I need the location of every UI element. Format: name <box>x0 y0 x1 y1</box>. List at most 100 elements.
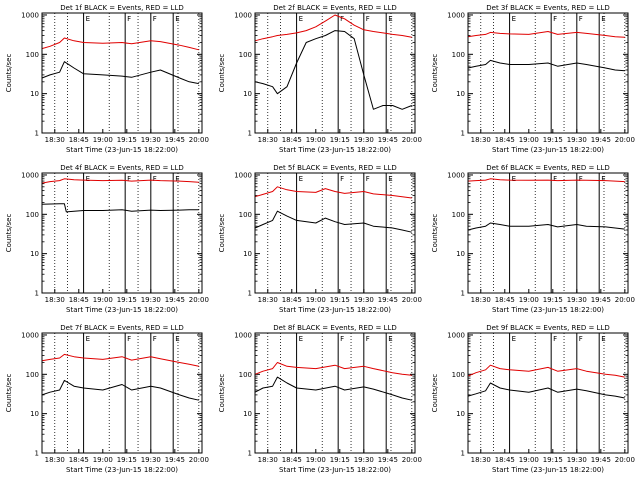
plot-frame <box>467 332 629 454</box>
x-tick-label: 18:30 <box>471 456 491 464</box>
y-tick-label: 1000 <box>234 11 252 19</box>
x-tick-label: 19:45 <box>165 456 185 464</box>
y-axis-label: Counts/sec <box>218 374 226 413</box>
x-axis-label: Start Time (23-Jun-15 18:22:00) <box>279 146 391 154</box>
y-tick-label: 10 <box>243 90 252 98</box>
x-tick-label: 20:00 <box>615 136 635 144</box>
x-tick-label: 18:30 <box>45 136 65 144</box>
x-tick-label: 19:15 <box>330 456 350 464</box>
y-axis-label: Counts/sec <box>218 214 226 253</box>
x-tick-label: 18:30 <box>45 296 65 304</box>
marker-label: E <box>512 15 516 23</box>
x-tick-label: 18:30 <box>471 136 491 144</box>
x-axis-label: Start Time (23-Jun-15 18:22:00) <box>66 306 178 314</box>
x-tick-label: 19:00 <box>93 456 113 464</box>
x-tick-label: 18:45 <box>282 296 302 304</box>
y-tick-label: 100 <box>26 371 39 379</box>
x-tick-label: 18:45 <box>282 136 302 144</box>
marker-label: F <box>579 335 583 343</box>
marker-label: F <box>340 175 344 183</box>
x-axis-label: Start Time (23-Jun-15 18:22:00) <box>492 146 604 154</box>
plot-frame <box>41 172 203 294</box>
x-tick-label: 19:30 <box>567 296 587 304</box>
y-tick-label: 100 <box>26 51 39 59</box>
x-tick-label: 20:00 <box>402 456 422 464</box>
events-series-line <box>467 59 625 72</box>
chart-title: Det 3f BLACK = Events, RED = LLD <box>486 4 609 12</box>
x-tick-label: 20:00 <box>402 296 422 304</box>
chart-panel-8: Det 8f BLACK = Events, RED = LLD Counts/s… <box>218 324 422 474</box>
lld-series-line <box>254 14 412 42</box>
events-series-line <box>254 30 412 110</box>
marker-label: E <box>86 335 90 343</box>
y-tick-label: 10 <box>30 250 39 258</box>
x-tick-label: 18:45 <box>69 136 89 144</box>
chart-panel-6: Det 6f BLACK = Events, RED = LLD Counts/s… <box>431 164 635 314</box>
x-axis-label: Start Time (23-Jun-15 18:22:00) <box>279 466 391 474</box>
y-tick-label: 1000 <box>447 331 465 339</box>
x-tick-label: 19:15 <box>117 296 137 304</box>
x-tick-label: 18:45 <box>282 456 302 464</box>
y-tick-label: 10 <box>243 250 252 258</box>
marker-label: F <box>553 175 557 183</box>
marker-label: E <box>512 335 516 343</box>
y-tick-label: 1000 <box>447 171 465 179</box>
marker-label: F <box>340 15 344 23</box>
marker-label: E <box>388 175 392 183</box>
x-tick-label: 20:00 <box>402 136 422 144</box>
x-tick-label: 19:45 <box>378 296 398 304</box>
events-series-line <box>254 210 412 233</box>
lld-series-line <box>467 364 625 378</box>
x-tick-label: 18:30 <box>258 456 278 464</box>
x-tick-label: 19:45 <box>165 136 185 144</box>
y-axis-label: Counts/sec <box>431 54 439 93</box>
x-tick-label: 19:00 <box>93 296 113 304</box>
y-tick-label: 1000 <box>21 171 39 179</box>
y-tick-label: 100 <box>452 371 465 379</box>
marker-label: E <box>86 15 90 23</box>
chart-title: Det 2f BLACK = Events, RED = LLD <box>273 4 396 12</box>
y-tick-label: 100 <box>239 51 252 59</box>
x-tick-label: 19:45 <box>378 136 398 144</box>
chart-title: Det 9f BLACK = Events, RED = LLD <box>486 324 609 332</box>
x-tick-label: 19:30 <box>354 296 374 304</box>
marker-label: E <box>388 15 392 23</box>
y-tick-label: 100 <box>239 371 252 379</box>
y-tick-label: 1000 <box>21 11 39 19</box>
events-series-line <box>254 376 412 401</box>
lld-series-line <box>467 178 625 183</box>
x-axis-label: Start Time (23-Jun-15 18:22:00) <box>492 466 604 474</box>
marker-label: F <box>127 175 131 183</box>
x-tick-label: 20:00 <box>189 456 209 464</box>
marker-label: E <box>601 175 605 183</box>
marker-label: F <box>366 15 370 23</box>
marker-label: E <box>175 335 179 343</box>
marker-label: F <box>127 15 131 23</box>
plot-frame <box>467 172 629 294</box>
y-tick-label: 10 <box>30 90 39 98</box>
x-tick-label: 20:00 <box>189 136 209 144</box>
y-axis-label: Counts/sec <box>5 214 13 253</box>
x-tick-label: 19:15 <box>330 136 350 144</box>
x-tick-label: 19:00 <box>519 456 539 464</box>
x-tick-label: 18:45 <box>495 296 515 304</box>
y-tick-label: 100 <box>239 211 252 219</box>
lld-series-line <box>467 31 625 38</box>
lld-series-line <box>41 178 199 184</box>
x-tick-label: 19:00 <box>519 296 539 304</box>
x-tick-label: 19:45 <box>378 456 398 464</box>
x-tick-label: 20:00 <box>189 296 209 304</box>
x-tick-label: 19:30 <box>567 456 587 464</box>
events-series-line <box>467 222 625 231</box>
lld-series-line <box>254 362 412 376</box>
lld-series-line <box>41 353 199 367</box>
x-tick-label: 19:15 <box>330 296 350 304</box>
y-tick-label: 10 <box>243 410 252 418</box>
x-tick-label: 18:30 <box>471 296 491 304</box>
x-tick-label: 20:00 <box>615 296 635 304</box>
y-tick-label: 1 <box>35 290 39 298</box>
marker-label: E <box>388 335 392 343</box>
x-tick-label: 19:30 <box>567 136 587 144</box>
x-tick-label: 19:45 <box>165 296 185 304</box>
